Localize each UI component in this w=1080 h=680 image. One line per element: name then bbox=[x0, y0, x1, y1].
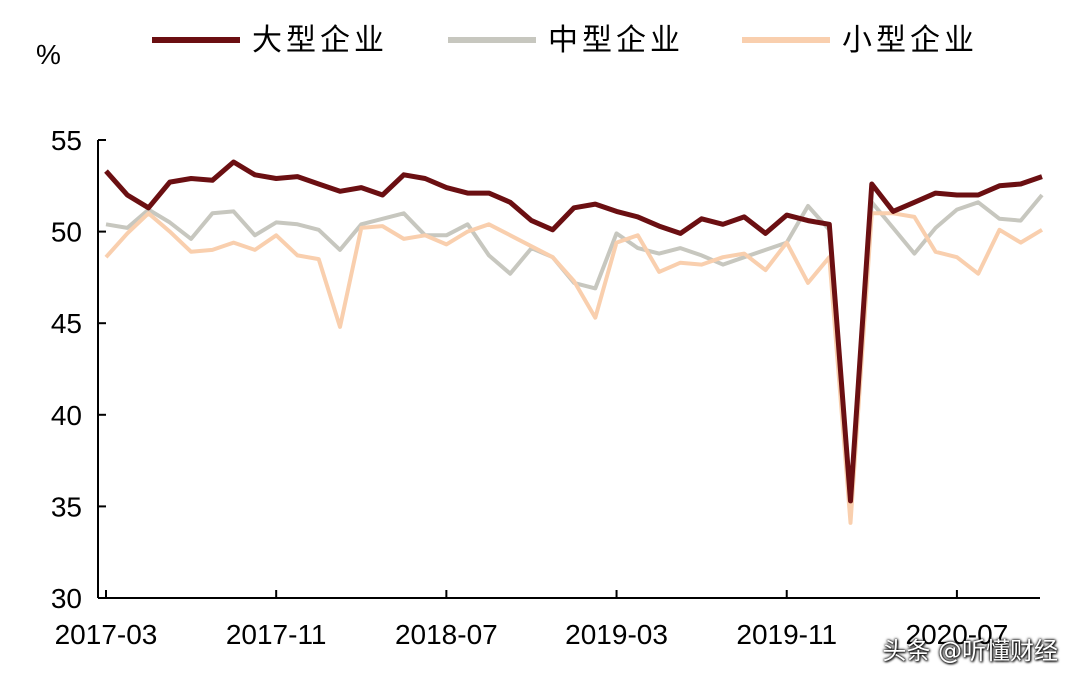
legend-label-3: 小型企业 bbox=[842, 23, 978, 58]
series-line-2 bbox=[105, 193, 1044, 500]
series-lines bbox=[104, 159, 1044, 525]
legend-label-1: 大型企业 bbox=[252, 23, 388, 58]
legend-label-2: 中型企业 bbox=[548, 23, 684, 58]
y-tick-label: 30 bbox=[51, 583, 82, 614]
series-line-3 bbox=[104, 211, 1044, 525]
x-tick-label: 2020-07 bbox=[906, 619, 1009, 650]
x-tick-label: 2017-11 bbox=[226, 619, 327, 650]
y-tick-label: 55 bbox=[51, 125, 82, 156]
y-tick-label: 50 bbox=[51, 217, 82, 248]
watermark-text: 头条 @听懂财经 bbox=[882, 637, 1058, 665]
x-tick-label: 2019-03 bbox=[565, 619, 668, 650]
y-axis-unit-label: % bbox=[36, 39, 61, 70]
x-tick-label: 2019-11 bbox=[736, 619, 837, 650]
y-tick-label: 40 bbox=[51, 400, 82, 431]
axes: 30 35 40 45 50 55 2017-03 2017-11 2018-07 2019-03… bbox=[51, 125, 1040, 650]
y-tick-label: 35 bbox=[51, 491, 82, 522]
x-tick-label: 2018-07 bbox=[395, 619, 498, 650]
y-tick-label: 45 bbox=[51, 308, 82, 339]
x-tick-label: 2017-03 bbox=[55, 619, 158, 650]
series-line-1 bbox=[104, 159, 1043, 504]
legend: 大型企业 中型企业 小型企业 bbox=[152, 23, 978, 58]
